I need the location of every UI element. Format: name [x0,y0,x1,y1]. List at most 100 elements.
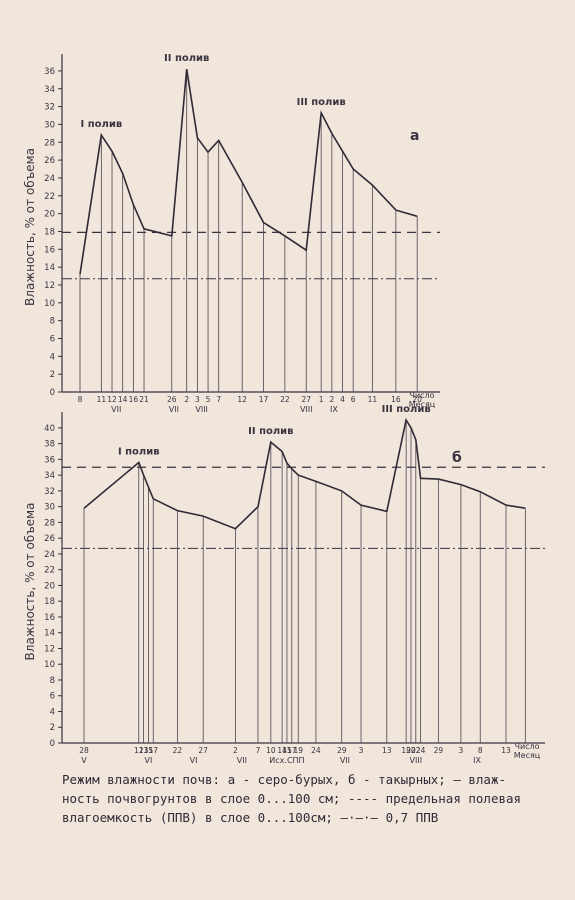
x-day-label: 22 [173,746,183,755]
x-day-label: 3 [195,395,200,404]
x-day-label: 12 [237,395,247,404]
x-day-label: 29 [434,746,444,755]
y-tick-label: 30 [44,503,55,513]
x-day-label: 16 [391,395,401,404]
x-day-label: 15 [282,746,292,755]
x-month-label: VII [340,756,350,765]
x-month-label: VII [169,405,179,414]
x-month-label: Исх.СПП [269,756,304,765]
y-tick-label: 18 [44,227,55,237]
y-tick-label: 18 [44,597,55,607]
y-axis-label: Влажность, % от объема [23,503,37,661]
x-month-label: IX [473,756,481,765]
x-day-label: 19 [401,746,411,755]
moisture-line [83,417,526,530]
x-axis-month-caption: Месяц [409,400,436,409]
y-axis-label: Влажность, % от объема [23,148,37,306]
y-tick-label: 24 [44,174,55,184]
x-axis-day-caption: Число [514,742,539,751]
irrigation-annotation: II полив [248,426,293,437]
y-tick-label: 6 [50,334,55,344]
x-day-label: 29 [337,746,347,755]
x-day-label: 27 [301,395,311,404]
y-tick-label: 2 [50,723,55,733]
y-tick-label: 16 [44,613,55,623]
y-tick-label: 12 [44,281,55,291]
x-day-label: 13 [139,746,149,755]
x-day-label: 4 [340,395,345,404]
x-day-label: 12 [107,395,117,404]
chart-b-takyr: 0246810121416182022242628303234363840Вла… [23,404,545,765]
y-tick-label: 0 [50,388,55,398]
x-day-label: 5 [206,395,211,404]
y-tick-label: 4 [50,707,55,717]
y-tick-label: 36 [44,67,55,77]
y-tick-label: 26 [44,156,55,166]
x-day-label: 8 [478,746,483,755]
y-tick-label: 10 [44,660,55,670]
y-tick-label: 36 [44,455,55,465]
y-tick-label: 10 [44,299,55,309]
y-tick-label: 32 [44,103,55,113]
y-tick-label: 4 [50,352,55,362]
y-tick-label: 30 [44,120,55,130]
y-tick-label: 0 [50,739,55,749]
x-day-label: 7 [256,746,261,755]
y-tick-label: 16 [44,245,55,255]
x-day-label: 3 [359,746,364,755]
x-day-label: 8 [78,395,83,404]
x-day-label: 19 [293,746,303,755]
x-day-label: 28 [79,746,89,755]
y-tick-label: 28 [44,518,55,528]
x-day-label: 13 [382,746,392,755]
y-tick-label: 22 [44,192,55,202]
y-tick-label: 22 [44,566,55,576]
x-day-label: 1 [319,395,324,404]
x-day-label: 27 [198,746,208,755]
irrigation-annotation: I полив [81,119,123,130]
y-tick-label: 20 [44,210,55,220]
irrigation-annotation: III полив [297,97,346,108]
y-tick-label: 38 [44,440,55,450]
x-day-label: 21 [139,395,149,404]
y-tick-label: 6 [50,692,55,702]
x-axis-day-caption: Число [409,391,434,400]
moisture-line [79,68,418,275]
x-day-label: 2 [233,746,238,755]
x-day-label: 24 [311,746,321,755]
caption-line-3: влагоемкость (ППВ) в слое 0...100см; —·—… [62,810,439,825]
y-tick-label: 2 [50,370,55,380]
x-month-label: V [81,756,87,765]
x-day-label: 7 [216,395,221,404]
x-day-label: 11 [368,395,378,404]
x-axis-month-caption: Месяц [514,751,541,760]
x-day-label: 2 [329,395,334,404]
x-day-label: 2 [184,395,189,404]
x-day-label: 11 [97,395,107,404]
irrigation-annotation: I полив [118,447,160,458]
x-month-label: VI [145,756,153,765]
y-tick-label: 32 [44,487,55,497]
x-month-label: VIII [195,405,208,414]
panel-label: а [410,128,419,144]
x-day-label: 22 [280,395,290,404]
y-tick-label: 12 [44,644,55,654]
y-tick-label: 28 [44,138,55,148]
x-day-label: 24 [416,746,426,755]
caption-line-2: ность почвогрунтов в слое 0...100 см; --… [62,791,522,806]
x-month-label: VIII [410,756,423,765]
x-month-label: VI [190,756,198,765]
y-tick-label: 8 [50,676,55,686]
y-tick-label: 26 [44,534,55,544]
figure-caption: Режим влажности почв: а - серо-бурых, б … [62,770,562,827]
panel-label: б [452,450,462,466]
y-tick-label: 34 [44,85,55,95]
x-day-label: 22 [411,746,421,755]
x-day-label: 14 [277,746,287,755]
x-day-label: 14 [118,395,128,404]
x-day-label: 26 [167,395,177,404]
y-tick-label: 8 [50,317,55,327]
irrigation-annotation: II полив [164,53,209,64]
chart-a-serozem: 024681012141618202224262830323436Влажнос… [23,53,440,414]
